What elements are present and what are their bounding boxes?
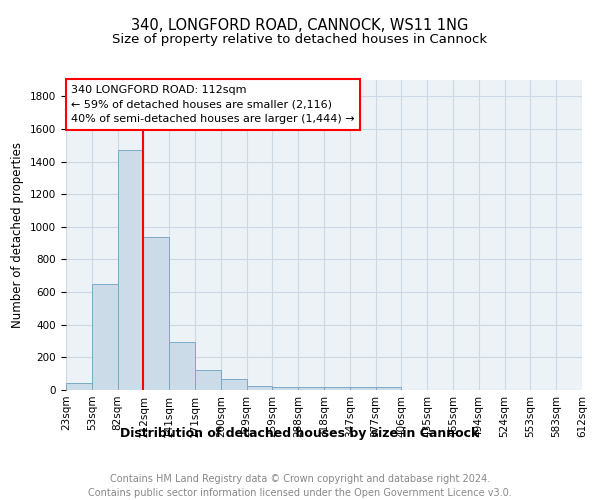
Text: Distribution of detached houses by size in Cannock: Distribution of detached houses by size … [121, 428, 479, 440]
Text: 340, LONGFORD ROAD, CANNOCK, WS11 1NG: 340, LONGFORD ROAD, CANNOCK, WS11 1NG [131, 18, 469, 32]
Bar [143, 236, 169, 390]
Bar [92, 284, 118, 390]
Bar [169, 342, 195, 390]
Bar [376, 386, 401, 390]
Bar [272, 386, 298, 390]
Bar [324, 386, 350, 390]
Bar [247, 386, 272, 390]
Text: Contains HM Land Registry data © Crown copyright and database right 2024.
Contai: Contains HM Land Registry data © Crown c… [88, 474, 512, 498]
Text: 340 LONGFORD ROAD: 112sqm
← 59% of detached houses are smaller (2,116)
40% of se: 340 LONGFORD ROAD: 112sqm ← 59% of detac… [71, 84, 355, 124]
Bar [66, 384, 92, 390]
Text: Size of property relative to detached houses in Cannock: Size of property relative to detached ho… [112, 32, 488, 46]
Bar [298, 386, 324, 390]
Bar [118, 150, 143, 390]
Y-axis label: Number of detached properties: Number of detached properties [11, 142, 25, 328]
Bar [350, 386, 376, 390]
Bar [221, 380, 247, 390]
Bar [195, 370, 221, 390]
